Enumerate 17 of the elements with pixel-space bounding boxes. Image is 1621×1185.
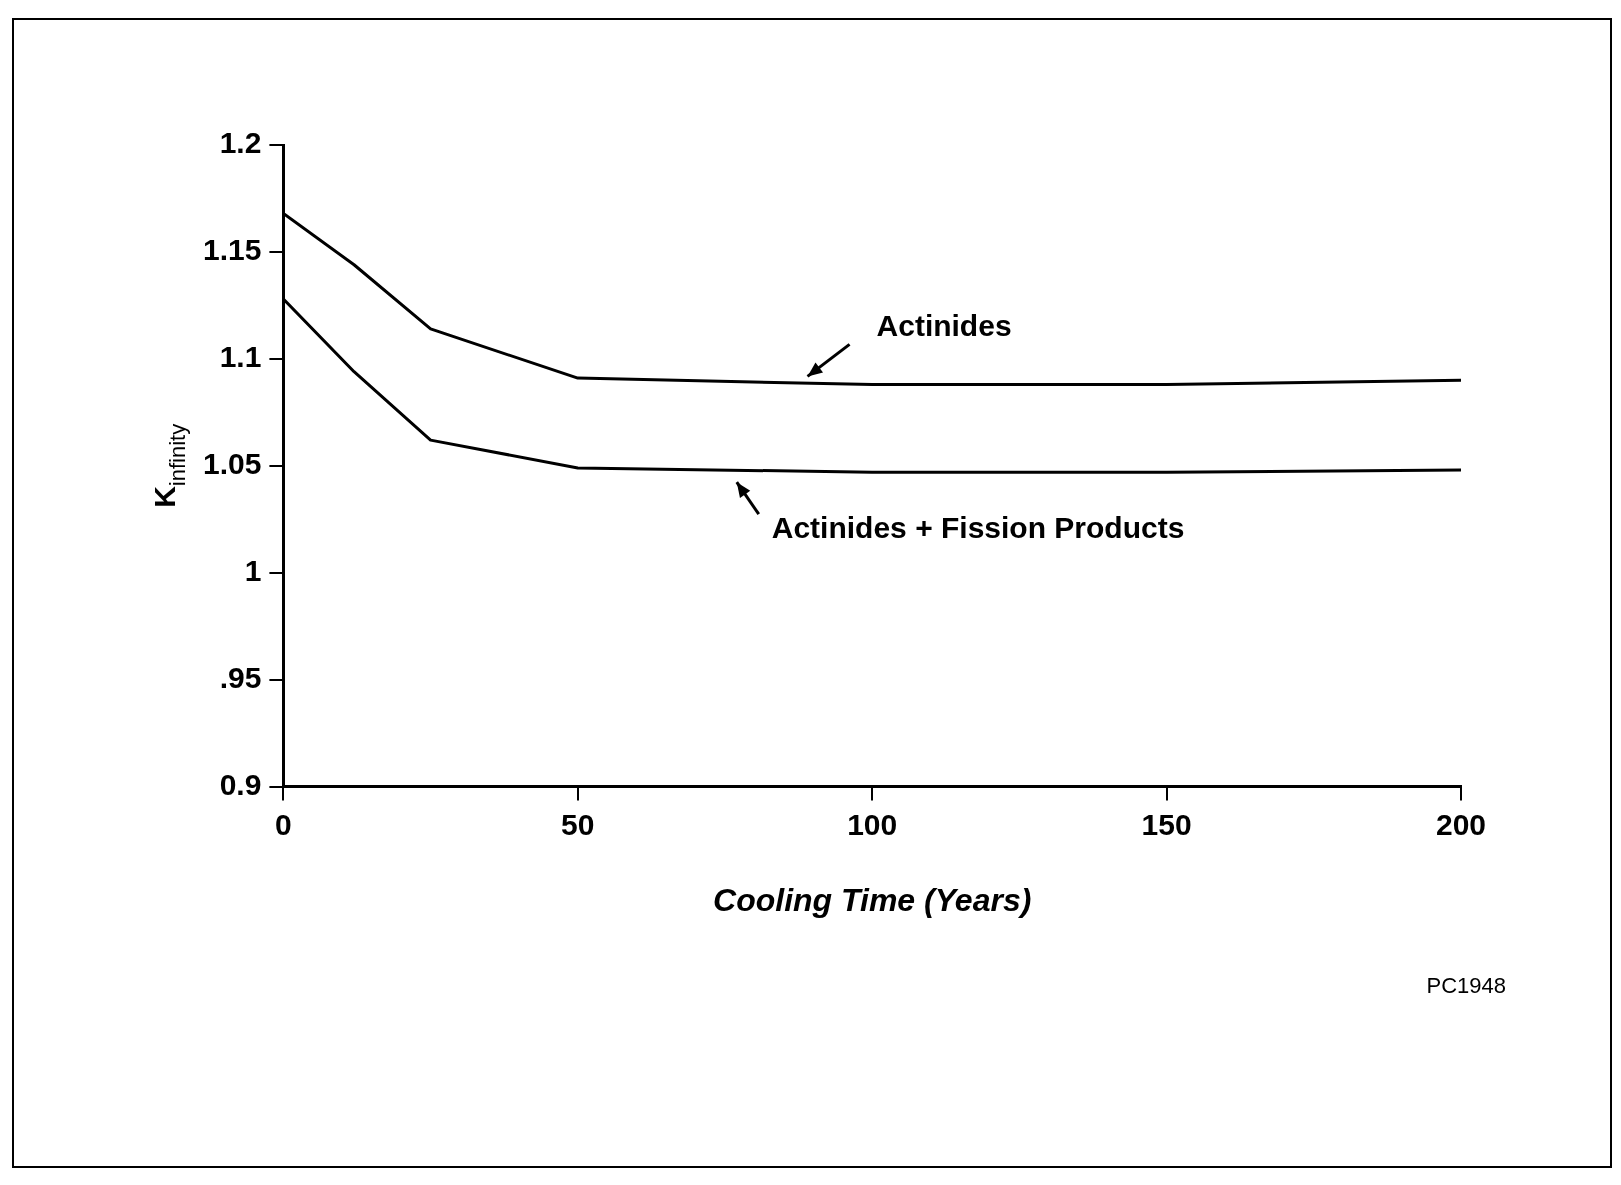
- x-tick-label: 200: [1435, 807, 1487, 841]
- y-tick-label: 1.1: [219, 340, 262, 374]
- annotation: Actinides + Fission Products: [771, 511, 1185, 545]
- annotation: Actinides: [876, 308, 1012, 342]
- text: PC1948: [1426, 972, 1506, 998]
- y-tick-label: 1.2: [219, 126, 262, 160]
- y-tick-label: 0.9: [219, 767, 262, 801]
- x-tick-label: 150: [1141, 807, 1192, 841]
- y-axis-title: Kinfinity: [148, 423, 190, 508]
- x-axis-title: Cooling Time (Years): [713, 881, 1032, 918]
- x-tick-label: 100: [847, 807, 898, 841]
- y-tick-label: .95: [219, 660, 262, 694]
- y-tick-label: 1.05: [203, 447, 262, 481]
- x-tick-label: 50: [561, 807, 595, 841]
- y-tick-label: 1.15: [203, 233, 262, 267]
- x-tick-label: 0: [275, 807, 292, 841]
- y-tick-label: 1: [244, 554, 262, 587]
